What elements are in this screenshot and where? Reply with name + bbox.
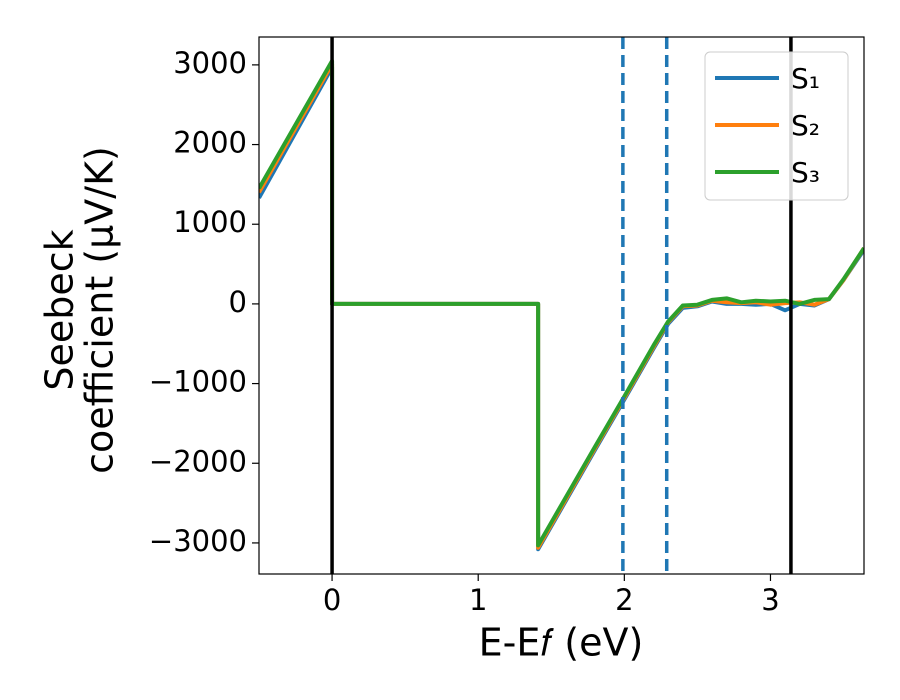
series-line — [259, 58, 864, 548]
legend-label: S₁ — [791, 62, 820, 95]
x-tick-label: 2 — [615, 583, 633, 617]
y-axis-label: coefficient (μV/K) — [78, 146, 122, 474]
x-tick-label: 0 — [323, 583, 341, 617]
plot-frame — [258, 36, 865, 575]
y-tick-label: −3000 — [149, 524, 247, 558]
legend-label: S₃ — [791, 156, 820, 189]
x-tick-label: 1 — [469, 583, 487, 617]
plot-area — [259, 37, 864, 574]
x-axis-label: E-E𝑓 (eV) — [479, 621, 644, 665]
y-tick-label: 1000 — [173, 205, 247, 239]
x-tick-label: 3 — [761, 583, 779, 617]
y-tick-label: −1000 — [149, 365, 247, 399]
y-axis-label: Seebeck — [38, 229, 82, 390]
y-tick-label: 0 — [229, 285, 247, 319]
y-tick-label: −2000 — [149, 444, 247, 478]
y-tick-label: 3000 — [173, 46, 247, 80]
y-tick-label: 2000 — [173, 126, 247, 160]
legend-label: S₂ — [791, 109, 820, 142]
